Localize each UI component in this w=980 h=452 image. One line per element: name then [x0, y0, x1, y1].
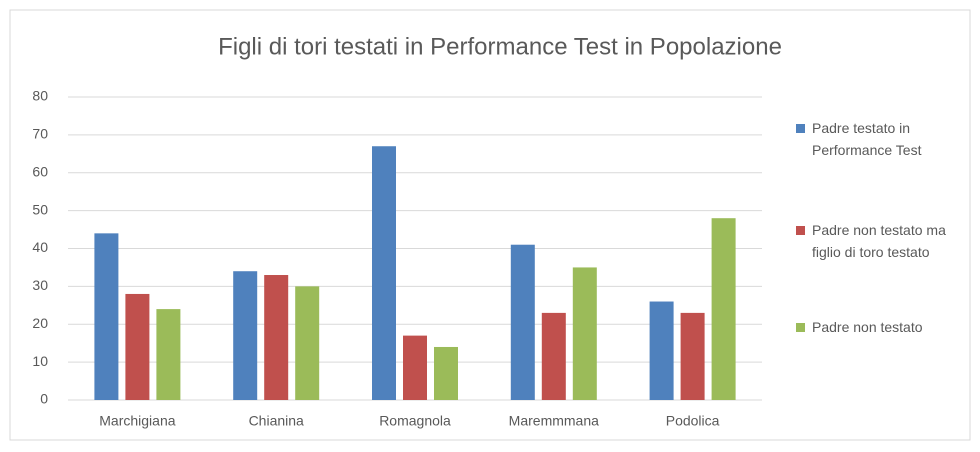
legend-swatch — [796, 323, 805, 332]
bar — [233, 271, 258, 400]
bar — [94, 233, 119, 400]
bar — [572, 267, 597, 400]
x-tick-label: Chianina — [249, 413, 304, 429]
bar — [372, 146, 396, 400]
y-tick-label: 60 — [32, 163, 48, 179]
y-tick-label: 0 — [40, 391, 48, 407]
bar — [711, 218, 736, 400]
bar — [264, 275, 289, 400]
x-tick-label: Romagnola — [379, 413, 451, 429]
legend-swatch — [796, 226, 805, 235]
chart-title: Figli di tori testati in Performance Tes… — [218, 33, 782, 60]
bar — [541, 312, 566, 400]
x-tick-label: Maremmmana — [509, 413, 599, 429]
legend-label: Padre non testato ma figlio di toro test… — [812, 222, 946, 260]
bar — [125, 293, 150, 400]
legend-label: Padre non testato — [812, 319, 923, 335]
x-tick-label: Marchigiana — [99, 413, 175, 429]
bar — [434, 346, 458, 400]
x-tick-label: Podolica — [666, 413, 720, 429]
y-tick-label: 70 — [32, 126, 48, 142]
bar — [403, 335, 427, 400]
legend-swatch — [796, 124, 805, 133]
legend-label: Padre testato in Performance Test — [812, 120, 922, 158]
y-tick-label: 20 — [32, 315, 48, 331]
y-tick-label: 10 — [32, 353, 48, 369]
y-tick-label: 30 — [32, 277, 48, 293]
bar — [649, 301, 674, 400]
bar — [156, 309, 181, 400]
y-tick-label: 40 — [32, 239, 48, 255]
bar — [295, 286, 320, 400]
y-tick-label: 80 — [32, 88, 48, 104]
bar — [680, 312, 705, 400]
bar — [510, 244, 535, 400]
y-tick-label: 50 — [32, 201, 48, 217]
